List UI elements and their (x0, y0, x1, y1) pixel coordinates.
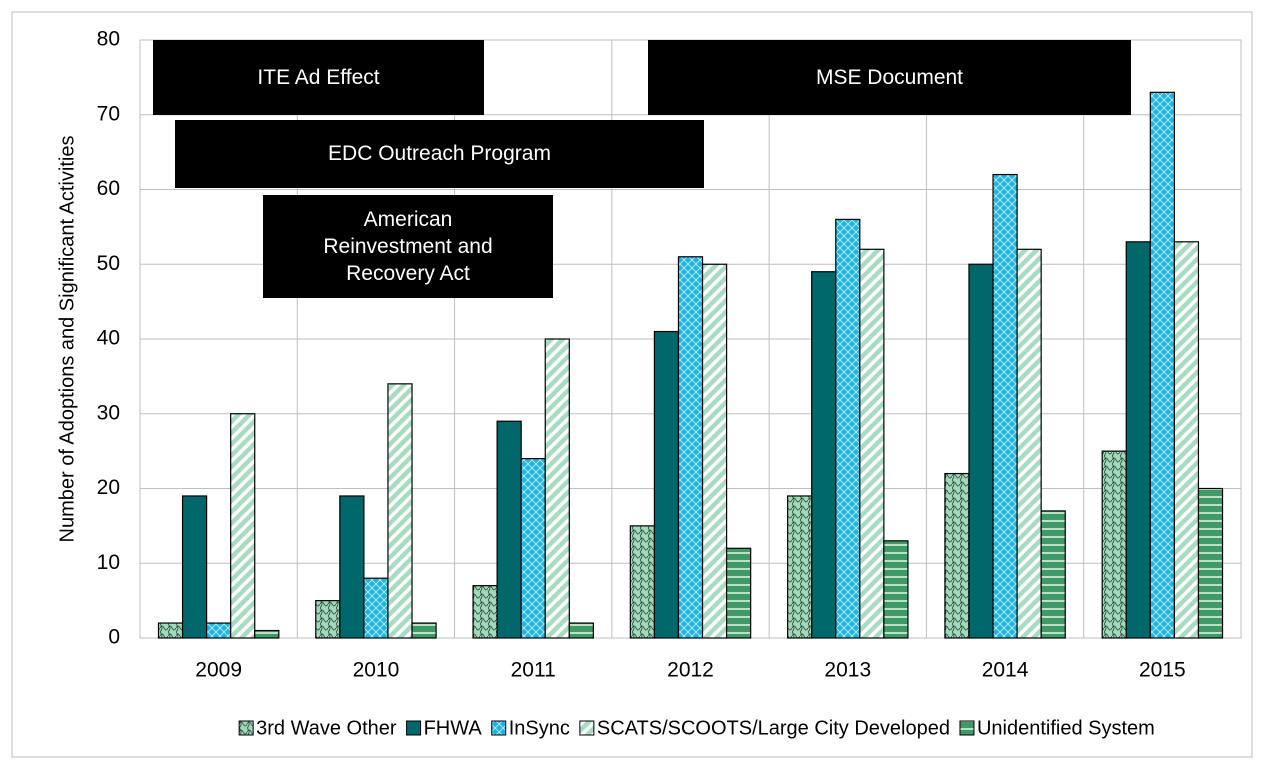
y-tick-label: 50 (97, 252, 120, 275)
legend-swatch (491, 720, 507, 736)
y-tick-label: 40 (97, 327, 120, 350)
bar (653, 330, 680, 639)
bar (629, 525, 656, 639)
bar (992, 173, 1018, 639)
bar (1197, 487, 1224, 639)
chart-border (11, 11, 1253, 758)
y-tick-label: 0 (108, 626, 120, 649)
bar (944, 472, 970, 639)
bar (520, 458, 546, 639)
y-tick-label: 30 (97, 401, 120, 424)
bar (157, 622, 184, 639)
y-tick-label: 20 (97, 476, 120, 499)
annotation: MSE Document (648, 40, 1131, 115)
bar (811, 271, 837, 639)
bar (230, 413, 256, 639)
x-tick-label: 2011 (511, 659, 556, 682)
bar (883, 540, 909, 639)
bar (387, 383, 413, 639)
x-tick-label: 2014 (982, 659, 1029, 682)
bar (254, 629, 280, 639)
y-axis-label: Number of Adoptions and Significant Acti… (56, 136, 78, 543)
legend-label: FHWA (424, 717, 483, 739)
legend-swatch (238, 720, 254, 736)
legend-label: 3rd Wave Other (256, 717, 397, 739)
legend-label: InSync (509, 717, 570, 739)
bar (859, 248, 885, 639)
x-tick-label: 2010 (353, 659, 400, 682)
bar (1016, 248, 1042, 639)
bar (725, 547, 752, 639)
bar (835, 218, 861, 639)
bar (568, 622, 594, 639)
bar (1101, 450, 1127, 639)
bar (496, 420, 522, 639)
bar (181, 495, 208, 639)
bar (472, 585, 498, 639)
x-tick-label: 2009 (195, 659, 242, 682)
bar (411, 622, 437, 639)
bar (1173, 241, 1200, 639)
legend: 3rd Wave Other FHWA InSync SCATS/SCOOTS/Lar… (238, 717, 1155, 739)
bar (1040, 510, 1066, 639)
bar (315, 600, 341, 639)
x-tick-label: 2012 (667, 659, 714, 682)
bar (968, 263, 994, 639)
annotation: ITE Ad Effect (153, 40, 484, 115)
legend-swatch (406, 720, 422, 736)
annotation: American Reinvestment and Recovery Act (263, 195, 553, 298)
bar (677, 256, 704, 639)
y-tick-label: 10 (97, 551, 120, 574)
bar (1125, 241, 1151, 639)
legend-swatch (959, 720, 975, 736)
bar (787, 495, 813, 639)
bar (339, 495, 365, 639)
x-tick-label: 2015 (1139, 659, 1186, 682)
bar (1149, 91, 1175, 639)
bar (544, 338, 570, 639)
bar (701, 263, 728, 639)
legend-label: Unidentified System (977, 717, 1155, 739)
y-tick-label: 70 (97, 102, 120, 125)
bar (206, 622, 232, 639)
y-tick-label: 80 (97, 28, 120, 51)
annotation: EDC Outreach Program (175, 120, 704, 188)
legend-label: SCATS/SCOOTS/Large City Developed (597, 717, 950, 739)
legend-swatch (579, 720, 595, 736)
x-tick-label: 2013 (824, 659, 871, 682)
y-tick-label: 60 (97, 177, 120, 200)
bar (363, 577, 389, 639)
